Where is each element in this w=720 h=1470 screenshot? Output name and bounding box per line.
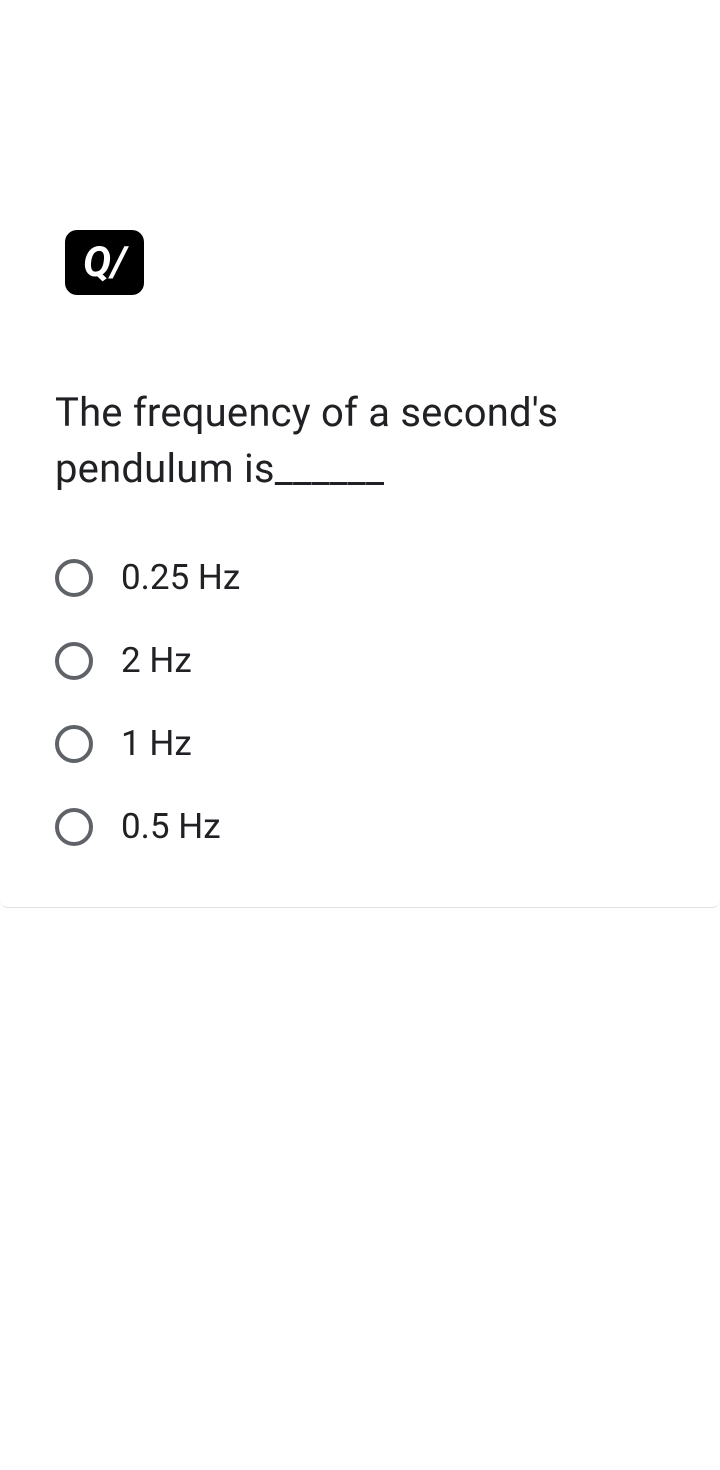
radio-icon xyxy=(55,808,93,846)
option-3[interactable]: 0.5 Hz xyxy=(55,806,665,847)
option-label: 1 Hz xyxy=(121,723,192,764)
radio-icon xyxy=(55,725,93,763)
question-text: The frequency of a second's pendulum is_… xyxy=(55,385,665,497)
question-card: Q/ The frequency of a second's pendulum … xyxy=(0,190,720,908)
radio-icon xyxy=(55,642,93,680)
option-0[interactable]: 0.25 Hz xyxy=(55,557,665,598)
radio-icon xyxy=(55,559,93,597)
options-group: 0.25 Hz 2 Hz 1 Hz 0.5 Hz xyxy=(55,557,665,847)
option-label: 0.5 Hz xyxy=(121,806,221,847)
option-label: 2 Hz xyxy=(121,640,192,681)
question-badge: Q/ xyxy=(65,230,144,295)
option-label: 0.25 Hz xyxy=(121,557,240,598)
option-1[interactable]: 2 Hz xyxy=(55,640,665,681)
option-2[interactable]: 1 Hz xyxy=(55,723,665,764)
